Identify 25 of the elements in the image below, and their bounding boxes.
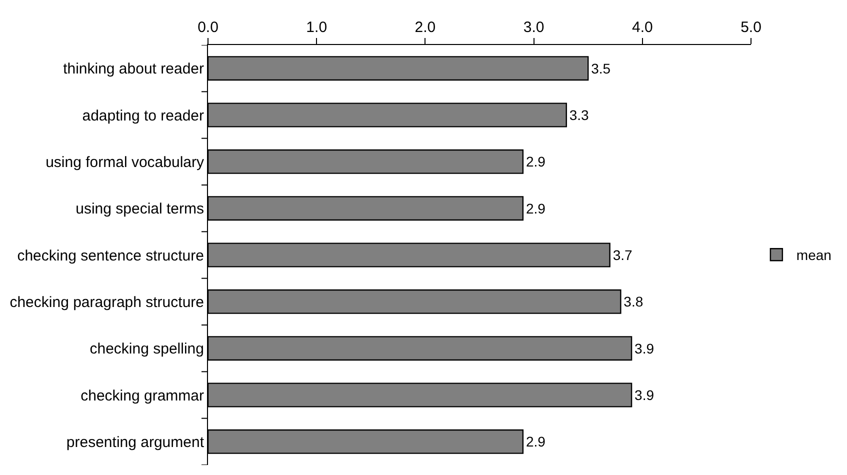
y-tick-label: using special terms [76, 200, 204, 218]
data-label: 2.9 [526, 154, 546, 170]
data-label: 3.9 [634, 387, 654, 403]
x-tick-label: 5.0 [740, 19, 762, 36]
y-tick-label: checking paragraph structure [10, 294, 204, 311]
x-tick-label: 1.0 [306, 19, 328, 36]
y-tick-label: presenting argument [66, 434, 205, 451]
x-tick-label: 0.0 [198, 19, 218, 36]
legend-label: mean [796, 247, 832, 264]
y-tick-label: adapting to reader [82, 107, 204, 124]
data-label: 3.8 [624, 294, 644, 310]
y-tick-label: checking sentence structure [17, 247, 204, 264]
x-tick-label: 3.0 [523, 19, 544, 36]
data-label: 3.5 [591, 60, 611, 76]
data-label: 2.9 [526, 434, 546, 450]
x-tick-label: 2.0 [414, 19, 436, 36]
data-label: 3.9 [634, 340, 654, 356]
y-tick-label: checking spelling [90, 340, 204, 358]
y-tick-label: checking grammar [80, 387, 204, 404]
data-label: 2.9 [526, 200, 546, 216]
data-label: 3.7 [612, 247, 632, 263]
y-tick-label: using formal vocabulary [46, 154, 204, 171]
x-tick-label: 4.0 [632, 19, 653, 36]
data-label: 3.3 [569, 107, 590, 123]
y-tick-label: thinking about reader [63, 60, 204, 78]
